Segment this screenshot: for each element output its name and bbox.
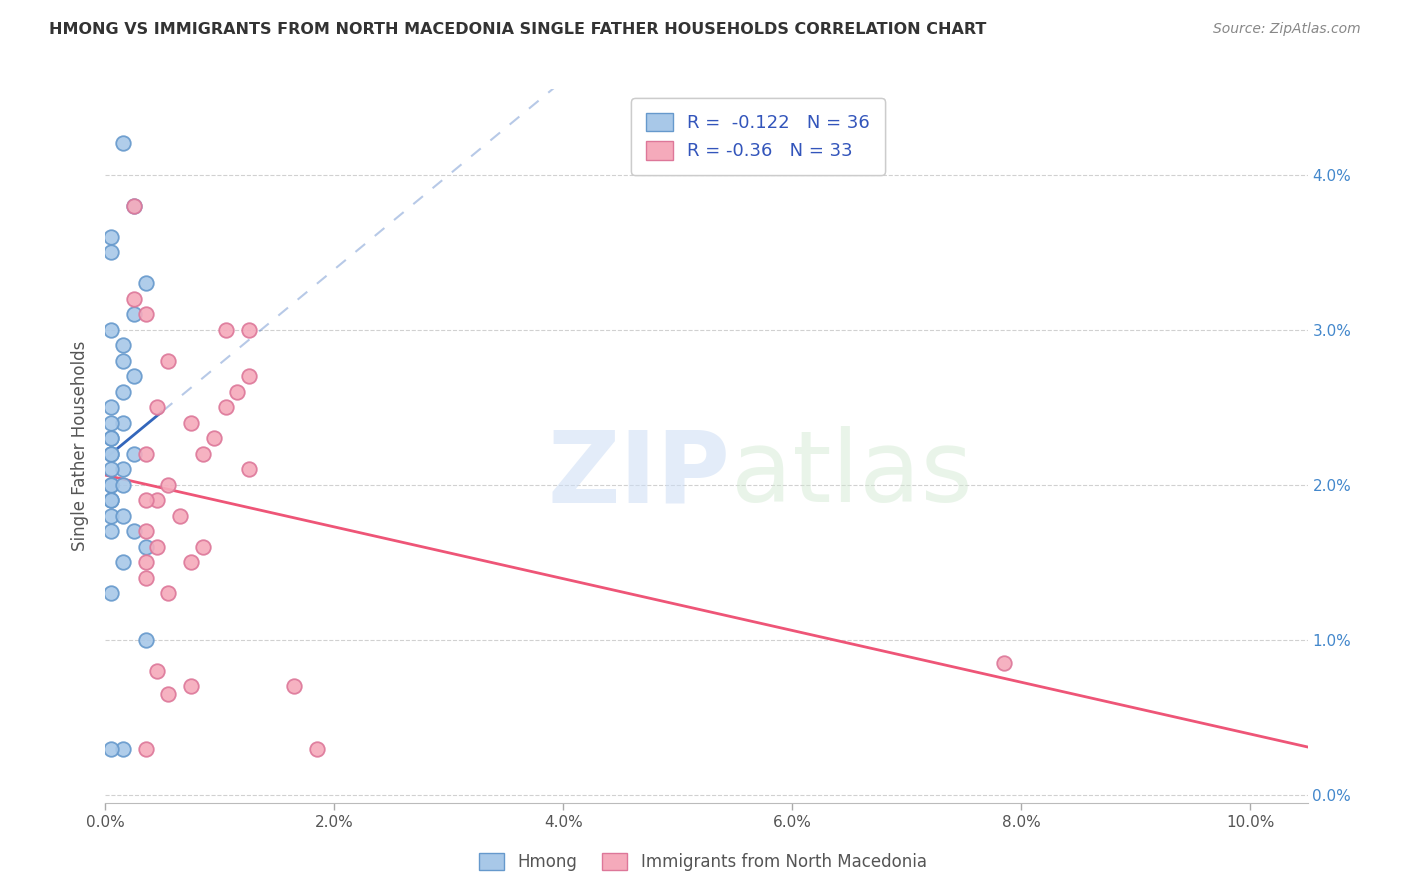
Text: ZIP: ZIP (548, 426, 731, 523)
Point (214, 323, 236, 337)
Point (180, 680, 202, 694)
Point (993, 656, 1015, 670)
Point (191, 447, 214, 461)
Text: atlas: atlas (731, 426, 972, 523)
Point (135, 307, 157, 321)
Point (100, 447, 122, 461)
Point (111, 555, 134, 569)
Point (122, 524, 145, 539)
Point (122, 292, 145, 306)
Point (135, 571, 157, 585)
Point (169, 508, 191, 523)
Point (226, 384, 249, 399)
Point (100, 586, 122, 600)
Point (283, 680, 305, 694)
Point (100, 477, 122, 491)
Legend: R =  -0.122   N = 36, R = -0.36   N = 33: R = -0.122 N = 36, R = -0.36 N = 33 (631, 98, 884, 175)
Point (214, 401, 236, 415)
Legend: Hmong, Immigrants from North Macedonia: Hmong, Immigrants from North Macedonia (471, 845, 935, 880)
Point (191, 540, 214, 554)
Point (157, 353, 180, 368)
Point (100, 493, 122, 508)
Point (202, 431, 225, 445)
Point (307, 741, 329, 756)
Point (100, 741, 122, 756)
Point (122, 198, 145, 212)
Point (146, 401, 169, 415)
Point (111, 477, 134, 491)
Point (122, 369, 145, 384)
Point (111, 353, 134, 368)
Point (180, 555, 202, 569)
Point (135, 493, 157, 508)
Point (135, 632, 157, 647)
Point (122, 447, 145, 461)
Point (100, 431, 122, 445)
Point (100, 447, 122, 461)
Y-axis label: Single Father Households: Single Father Households (72, 341, 90, 551)
Point (180, 416, 202, 430)
Point (111, 508, 134, 523)
Point (100, 323, 122, 337)
Point (135, 555, 157, 569)
Point (111, 741, 134, 756)
Point (111, 338, 134, 352)
Point (100, 245, 122, 260)
Point (100, 229, 122, 244)
Text: HMONG VS IMMIGRANTS FROM NORTH MACEDONIA SINGLE FATHER HOUSEHOLDS CORRELATION CH: HMONG VS IMMIGRANTS FROM NORTH MACEDONIA… (49, 22, 987, 37)
Point (135, 540, 157, 554)
Point (146, 540, 169, 554)
Point (100, 524, 122, 539)
Point (146, 493, 169, 508)
Point (100, 477, 122, 491)
Point (135, 524, 157, 539)
Point (100, 462, 122, 476)
Point (238, 462, 260, 476)
Point (122, 198, 145, 212)
Point (111, 416, 134, 430)
Point (157, 477, 180, 491)
Point (111, 384, 134, 399)
Point (122, 307, 145, 321)
Point (238, 369, 260, 384)
Point (157, 687, 180, 701)
Point (100, 508, 122, 523)
Point (157, 586, 180, 600)
Point (135, 447, 157, 461)
Text: Source: ZipAtlas.com: Source: ZipAtlas.com (1213, 22, 1361, 37)
Point (146, 664, 169, 678)
Point (100, 431, 122, 445)
Point (135, 741, 157, 756)
Point (100, 416, 122, 430)
Point (100, 493, 122, 508)
Point (111, 136, 134, 151)
Point (135, 276, 157, 290)
Point (100, 401, 122, 415)
Point (111, 462, 134, 476)
Point (238, 323, 260, 337)
